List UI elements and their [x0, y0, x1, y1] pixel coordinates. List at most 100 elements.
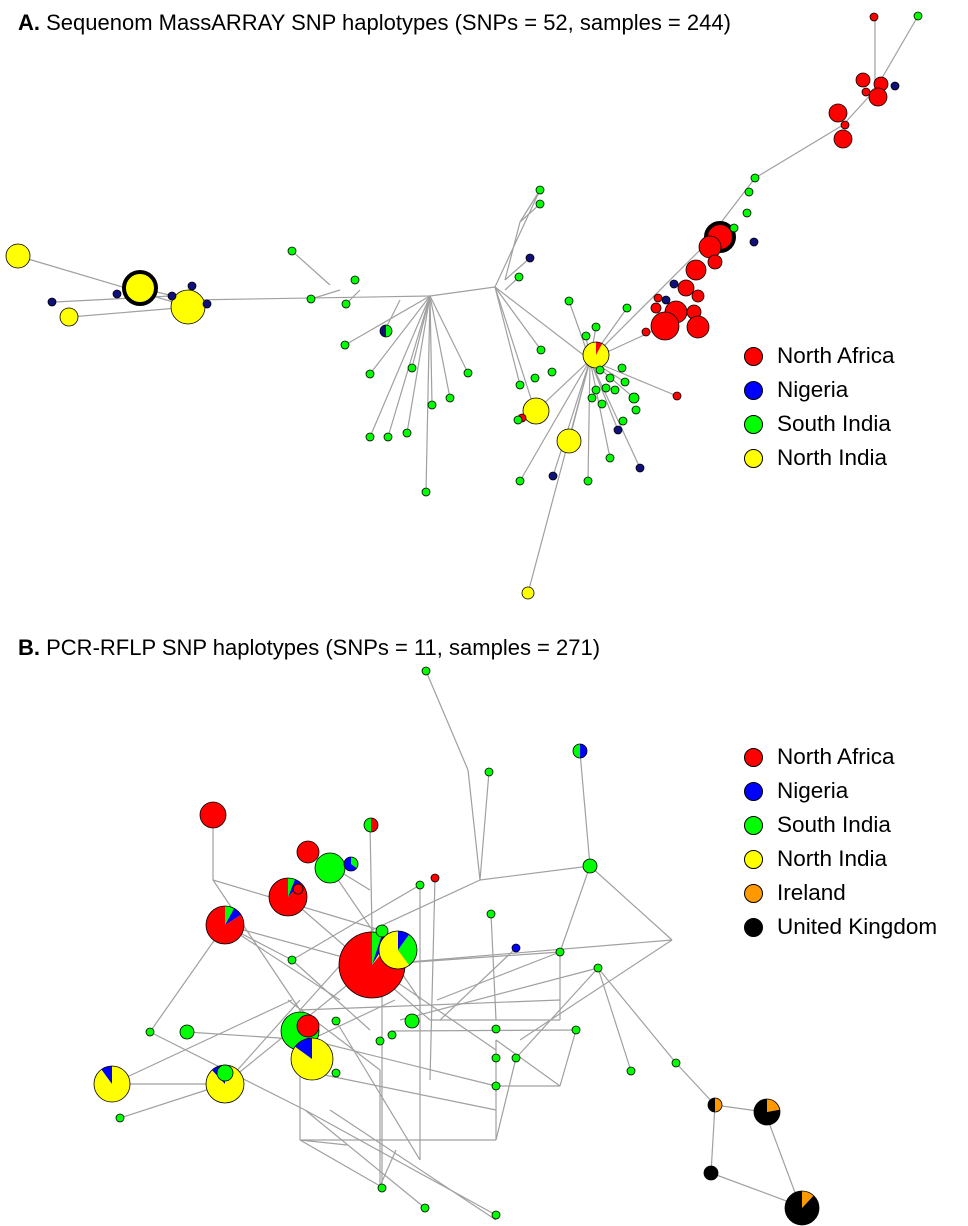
- network-edge: [494, 286, 591, 361]
- panel-a-title: A. Sequenom MassARRAY SNP haplotypes (SN…: [18, 10, 731, 36]
- network-edge: [519, 203, 541, 223]
- legend-swatch: [744, 917, 763, 937]
- haplotype-node: [427, 400, 437, 410]
- legend-label: United Kingdom: [777, 914, 938, 939]
- haplotype-node: [375, 924, 389, 938]
- haplotype-node: [582, 858, 598, 874]
- panel-a-letter: A.: [18, 10, 40, 35]
- network-edge: [310, 289, 341, 300]
- haplotype-node: [375, 1036, 385, 1046]
- haplotype-node: [306, 294, 316, 304]
- network-edge: [369, 295, 431, 438]
- network-edge: [287, 999, 381, 1071]
- haplotype-node: [617, 363, 627, 373]
- haplotype-node: [742, 208, 752, 218]
- haplotype-node: [511, 1053, 521, 1063]
- haplotype-node: [511, 943, 521, 953]
- network-edge: [429, 295, 451, 399]
- network-edge: [429, 295, 433, 406]
- legend-label: Nigeria: [777, 377, 849, 402]
- network-edge: [515, 967, 599, 1059]
- haplotype-node: [749, 237, 759, 247]
- haplotype-node: [861, 87, 871, 97]
- network-edge: [495, 1057, 517, 1141]
- network-edge: [291, 250, 331, 286]
- network-edge: [344, 295, 431, 346]
- panel-b-legend-item: United Kingdom: [744, 910, 937, 944]
- panel-a-edges: [17, 15, 919, 594]
- network-edge: [69, 306, 191, 318]
- haplotype-node: [216, 1064, 234, 1082]
- legend-swatch: [744, 849, 763, 869]
- haplotype-node: [605, 453, 615, 463]
- network-edge: [425, 295, 431, 493]
- haplotype-node: [530, 373, 540, 383]
- network-edge: [309, 1039, 497, 1087]
- haplotype-node: [890, 81, 900, 91]
- network-edge: [568, 359, 591, 442]
- network-edge: [587, 359, 591, 482]
- haplotype-node: [535, 199, 545, 209]
- network-edge: [379, 1149, 397, 1187]
- haplotype-node: [698, 235, 722, 259]
- haplotype-node: [677, 279, 695, 297]
- legend-label: North India: [777, 846, 888, 871]
- panel-a-legend-item: South India: [744, 407, 895, 441]
- haplotype-node: [686, 315, 710, 339]
- haplotype-node: [672, 391, 682, 401]
- haplotype-node: [5, 243, 31, 269]
- haplotype-node: [415, 880, 425, 890]
- network-edge: [494, 189, 541, 288]
- haplotype-node: [491, 1210, 501, 1220]
- haplotype-node: [595, 365, 605, 375]
- haplotype-node: [187, 281, 197, 291]
- legend-label: South India: [777, 411, 891, 436]
- network-edge: [17, 255, 191, 308]
- network-edge: [495, 1039, 561, 1087]
- haplotype-node: [167, 291, 177, 301]
- network-edge: [304, 1109, 497, 1216]
- haplotype-node: [620, 377, 630, 387]
- network-edge: [299, 999, 561, 1011]
- haplotype-node: [591, 322, 601, 332]
- haplotype-node: [404, 1013, 420, 1029]
- legend-label: North Africa: [777, 744, 895, 769]
- haplotype-node: [331, 1068, 341, 1078]
- haplotype-node: [628, 392, 640, 404]
- legend-label: North Africa: [777, 343, 895, 368]
- haplotype-node: [535, 185, 545, 195]
- network-edge: [494, 286, 542, 351]
- haplotype-node: [513, 415, 523, 425]
- panel-b-title-text: PCR-RFLP SNP haplotypes (SNPs = 11, samp…: [46, 635, 601, 660]
- haplotype-node: [571, 1025, 581, 1035]
- network-edge: [754, 124, 844, 179]
- haplotype-node: [341, 299, 351, 309]
- haplotype-node: [833, 129, 853, 149]
- haplotype-node: [631, 405, 641, 415]
- network-edge: [710, 1172, 801, 1207]
- panel-b-legend-item: Nigeria: [744, 774, 937, 808]
- haplotype-node: [515, 476, 525, 486]
- haplotype-node: [753, 1098, 781, 1126]
- network-edge: [764, 1111, 801, 1207]
- network-edge: [371, 879, 481, 931]
- legend-swatch: [744, 747, 763, 767]
- haplotype-node: [112, 289, 122, 299]
- haplotype-node: [383, 432, 393, 442]
- haplotype-node: [93, 1065, 131, 1103]
- network-edge: [436, 951, 561, 1001]
- haplotype-node: [572, 743, 588, 759]
- network-edge: [579, 751, 591, 867]
- network-edge: [299, 1069, 497, 1111]
- panel-a-nodes: [5, 11, 923, 600]
- haplotype-node: [491, 1024, 501, 1034]
- haplotype-node: [669, 279, 679, 289]
- network-edge: [479, 771, 490, 881]
- legend-swatch: [744, 346, 763, 366]
- network-edge: [559, 865, 591, 953]
- haplotype-node: [622, 303, 632, 313]
- network-edge: [710, 1104, 716, 1174]
- network-edge: [304, 1109, 426, 1209]
- network-edge: [335, 1020, 421, 1161]
